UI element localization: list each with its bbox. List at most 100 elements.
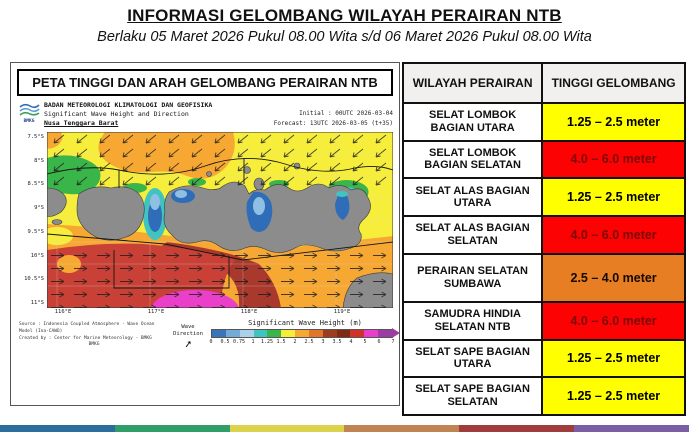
table-row: SELAT ALAS BAGIAN SELATAN 4.0 – 6.0 mete… <box>404 214 684 253</box>
legend-tick: 3 <box>321 339 325 345</box>
bmkg-logo-label: BMKG <box>23 119 35 124</box>
longitude-axis: 116°E 117°E 118°E 119°E <box>53 308 399 317</box>
agency-lines: BADAN METEOROLOGI KLIMATOLOGI DAN GEOFIS… <box>44 101 212 128</box>
bima-bay-teal <box>336 191 348 197</box>
wave-height: 4.0 – 6.0 meter <box>541 302 684 339</box>
map-footer: Source : Indonesia Coupled Atmosphere - … <box>17 319 400 363</box>
legend-seg <box>239 330 254 337</box>
alas-strait-blue <box>148 200 162 232</box>
legend-seg <box>225 330 240 337</box>
wave-map-panel: PETA TINGGI DAN ARAH GELOMBANG PERAIRAN … <box>10 62 400 406</box>
table-row: PERAIRAN SELATAN SUMBAWA 2.5 – 4.0 meter <box>404 252 684 301</box>
nusa-penida-land <box>51 219 63 225</box>
agency-region: Nusa Tenggara Barat <box>44 119 119 128</box>
lat-tick: 7.5°S <box>27 134 44 140</box>
legend-tick: 0.75 <box>232 339 246 345</box>
arrows-south <box>47 250 393 308</box>
wave-direction-key: Wave Direction ➚ <box>167 324 209 353</box>
map-row: 7.5°S 8°S 8.5°S 9°S 9.5°S 10°S 10.5°S 11… <box>17 131 394 330</box>
latitude-axis: 7.5°S 8°S 8.5°S 9°S 9.5°S 10°S 10.5°S 11… <box>17 132 47 308</box>
map-attribution: Source : Indonesia Coupled Atmosphere - … <box>19 322 169 349</box>
column-header-area: WILAYAH PERAIRAN <box>404 64 542 102</box>
area-name: PERAIRAN SELATAN SUMBAWA <box>404 254 542 301</box>
legend-seg <box>267 330 282 337</box>
table-row: SELAT LOMBOK BAGIAN UTARA 1.25 – 2.5 met… <box>404 102 684 140</box>
bali-tip-land <box>46 187 67 217</box>
bottom-color-strip <box>0 425 689 432</box>
lon-tick: 119°E <box>333 309 351 315</box>
created-by-line: Created by : Center for Marine Meteorolo… <box>19 335 152 341</box>
strip-seg <box>0 425 115 432</box>
table-row: SELAT SAPE BAGIAN UTARA 1.25 – 2.5 meter <box>404 338 684 377</box>
lat-tick: 9°S <box>34 205 44 212</box>
legend-seg <box>350 330 365 337</box>
legend-tick: 1 <box>251 339 255 345</box>
lat-tick: 11°S <box>30 299 44 306</box>
strip-seg <box>459 425 575 432</box>
alas-strait-lightblue <box>150 194 160 210</box>
source-line: Source : Indonesia Coupled Atmosphere - … <box>19 322 155 334</box>
legend-seg <box>322 330 337 337</box>
area-name: SELAT LOMBOK BAGIAN SELATAN <box>404 141 542 178</box>
legend-tick: 5 <box>363 339 367 345</box>
lat-tick: 9.5°S <box>27 228 44 235</box>
wave-height-table: WILAYAH PERAIRAN TINGGI GELOMBANG SELAT … <box>402 62 686 416</box>
table-row: SELAT ALAS BAGIAN UTARA 1.25 – 2.5 meter <box>404 177 684 215</box>
wave-height: 1.25 – 2.5 meter <box>541 340 684 377</box>
legend-tick: 2 <box>293 339 297 345</box>
forecast-time: Forecast: 13UTC 2026-03-05 (t+35) <box>273 119 393 127</box>
area-name: SELAT SAPE BAGIAN UTARA <box>404 340 542 377</box>
lat-tick: 10.5°S <box>24 276 44 283</box>
saleh-bay-lightblue <box>253 197 265 215</box>
legend-seg <box>364 330 379 337</box>
agency-block: BMKG BADAN METEOROLOGI KLIMATOLOGI DAN G… <box>17 101 212 128</box>
legend-seg <box>281 330 296 337</box>
map-product-name: Significant Wave Height and Direction <box>44 110 189 119</box>
strip-seg <box>229 425 345 432</box>
west-sumbawa-lightblue <box>175 190 187 198</box>
legend-seg <box>336 330 351 337</box>
wave-height: 2.5 – 4.0 meter <box>541 254 684 301</box>
area-name: SELAT ALAS BAGIAN SELATAN <box>404 216 542 253</box>
wave-map-svg <box>41 131 394 330</box>
wave-height: 1.25 – 2.5 meter <box>541 179 684 215</box>
legend-seg <box>212 330 226 337</box>
lat-tick: 10°S <box>30 252 44 259</box>
strip-seg <box>574 425 689 432</box>
area-name: SELAT LOMBOK BAGIAN UTARA <box>404 104 542 140</box>
wave-height-map <box>41 131 394 330</box>
legend-tick: 6 <box>377 339 381 345</box>
map-panel-title: PETA TINGGI DAN ARAH GELOMBANG PERAIRAN … <box>17 69 393 96</box>
attribution-agency: BMKG <box>88 342 100 348</box>
area-name: SELAT ALAS BAGIAN UTARA <box>404 179 542 215</box>
table-row: SELAT SAPE BAGIAN SELATAN 1.25 – 2.5 met… <box>404 376 684 414</box>
legend-tick: 1.25 <box>260 339 274 345</box>
legend-tick: 7 <box>391 339 395 345</box>
legend-colorbar <box>211 329 393 338</box>
legend-ticks: 0 0.5 0.75 1 1.25 1.5 2 2.5 3 3.5 4 5 6 … <box>209 338 395 346</box>
agency-name: BADAN METEOROLOGI KLIMATOLOGI DAN GEOFIS… <box>44 101 213 109</box>
wave-height: 4.0 – 6.0 meter <box>541 216 684 253</box>
area-name: SELAT SAPE BAGIAN SELATAN <box>404 378 542 414</box>
column-header-height: TINGGI GELOMBANG <box>541 64 684 102</box>
wave-direction-label: Wave Direction <box>173 324 203 338</box>
legend-tick: 0 <box>209 339 213 345</box>
legend-tick: 0.5 <box>220 339 230 345</box>
wave-height-legend: Significant Wave Height (m) <box>209 319 401 346</box>
arrows-north <box>47 132 393 188</box>
legend-tick: 2.5 <box>304 339 314 345</box>
area-name: SAMUDRA HINDIA SELATAN NTB <box>404 302 542 339</box>
legend-tick: 4 <box>349 339 353 345</box>
wave-height: 4.0 – 6.0 meter <box>541 141 684 178</box>
bima-bay-blue <box>335 191 350 220</box>
initial-time: Initial : 00UTC 2026-03-04 <box>299 110 393 117</box>
legend-tick: 1.5 <box>276 339 286 345</box>
bmkg-logo: BMKG <box>17 101 41 128</box>
legend-tick: 3.5 <box>332 339 342 345</box>
lon-tick: 116°E <box>54 309 72 315</box>
wave-direction-arrow-icon: ➚ <box>183 337 193 352</box>
table-row: SELAT LOMBOK BAGIAN SELATAN 4.0 – 6.0 me… <box>404 139 684 178</box>
strip-seg <box>114 425 230 432</box>
lat-tick: 8°S <box>34 157 44 164</box>
